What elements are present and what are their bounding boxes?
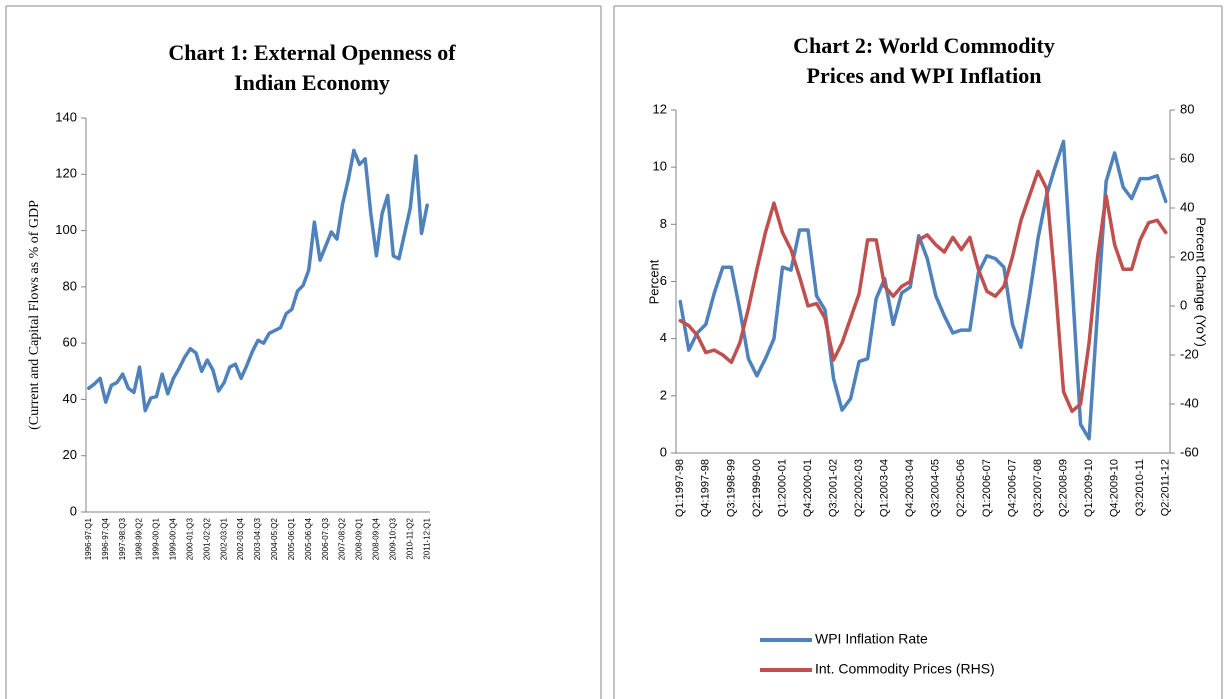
- y-tick-label: 8: [660, 216, 667, 231]
- y-tick-label: 140: [55, 109, 77, 124]
- y-tick-label: 4: [660, 330, 667, 345]
- x-tick-label: 2009-10:Q3: [388, 517, 397, 560]
- legend-label: Int. Commodity Prices (RHS): [815, 661, 995, 677]
- x-tick-label: Q3:2001-02: [827, 459, 839, 517]
- y-tick-label: 10: [653, 159, 667, 174]
- x-tick-label: 2005-06:Q4: [304, 517, 313, 560]
- x-tick-label: Q2:2002-03: [853, 459, 865, 517]
- x-tick-label: Q4:2009-10: [1109, 459, 1121, 517]
- y2-tick-label: 0: [1180, 297, 1187, 312]
- x-tick-label: Q4:1997-98: [700, 459, 712, 517]
- y2-tick-label: 40: [1180, 199, 1194, 214]
- y-tick-label: 6: [660, 273, 667, 288]
- x-tick-label: 2008-09:Q4: [372, 517, 381, 560]
- x-tick-label: 2005-06:Q1: [287, 517, 296, 560]
- y-tick-label: 0: [70, 503, 77, 518]
- x-tick-label: 1996-97:Q1: [84, 517, 93, 560]
- legend-label: WPI Inflation Rate: [815, 631, 928, 647]
- y-tick-label: 12: [653, 101, 667, 116]
- x-tick-label: Q4:2000-01: [802, 459, 814, 517]
- x-tick-label: 2003-04:Q3: [253, 517, 262, 560]
- y2-tick-label: 60: [1180, 150, 1194, 165]
- title-line: Indian Economy: [234, 70, 390, 95]
- y2-tick-label: 20: [1180, 248, 1194, 263]
- x-tick-label: 2002-03:Q1: [219, 517, 228, 560]
- x-tick-label: 2010-11:Q2: [405, 517, 414, 559]
- y2-tick-label: -60: [1180, 444, 1199, 459]
- y2-tick-label: -40: [1180, 395, 1199, 410]
- y-axis-label: (Current and Capital Flows as % of GDP: [27, 200, 42, 430]
- x-tick-label: Q1:2009-10: [1083, 459, 1095, 517]
- x-tick-label: Q2:1999-00: [751, 459, 763, 517]
- x-tick-label: 2000-01:Q3: [185, 517, 194, 560]
- x-tick-label: 1998-99:Q2: [135, 517, 144, 560]
- y-tick-label: 100: [55, 222, 77, 237]
- x-tick-label: 2002-03:Q4: [236, 517, 245, 560]
- x-tick-label: Q1:2000-01: [776, 459, 788, 517]
- data-line: [678, 139, 1168, 441]
- x-tick-label: Q3:2007-08: [1032, 459, 1044, 517]
- x-tick-label: Q3:1998-99: [725, 459, 737, 517]
- x-tick-label: Q3:2010-11: [1134, 459, 1146, 516]
- x-tick-label: 1999-00:Q4: [169, 517, 178, 560]
- x-tick-label: 2004-05:Q2: [270, 517, 279, 560]
- x-tick-label: 2008-09:Q1: [355, 517, 364, 560]
- y-tick-label: 120: [55, 166, 77, 181]
- y2-tick-label: -20: [1180, 346, 1199, 361]
- x-tick-label: Q4:2003-04: [904, 459, 916, 517]
- chart-title: Chart 2: World Commodity Prices and WPI I…: [793, 33, 1055, 88]
- y-tick-label: 60: [63, 335, 77, 350]
- y-tick-label: 40: [63, 391, 77, 406]
- y-tick-label: 2: [660, 387, 667, 402]
- y-axis-label: Percent: [646, 259, 661, 304]
- x-tick-label: Q1:1997-98: [674, 459, 686, 517]
- x-tick-label: Q2:2008-09: [1057, 459, 1069, 517]
- y-tick-label: 0: [660, 444, 667, 459]
- x-tick-label: Q1:2003-04: [879, 459, 891, 517]
- data-line: [87, 148, 429, 413]
- x-tick-label: Q1:2006-07: [981, 459, 993, 517]
- x-tick-label: 2011-12:Q1: [422, 517, 431, 559]
- x-tick-label: Q4:2006-07: [1006, 459, 1018, 517]
- title-line: Prices and WPI Inflation: [807, 63, 1042, 88]
- x-tick-label: 2001-02:Q2: [202, 517, 211, 560]
- y2-axis-label: Percent Change (YoY): [1194, 217, 1209, 347]
- x-tick-label: 2007-08:Q2: [338, 517, 347, 560]
- x-tick-label: 1996-97:Q4: [101, 517, 110, 560]
- x-tick-label: 1997-98:Q3: [118, 517, 127, 560]
- x-tick-label: Q2:2005-06: [955, 459, 967, 517]
- x-tick-label: Q3:2004-05: [930, 459, 942, 517]
- y-tick-label: 20: [63, 447, 77, 462]
- data-line: [678, 169, 1168, 414]
- x-tick-label: 1999-00:Q1: [152, 517, 161, 560]
- title-line: Chart 1: External Openness of: [168, 40, 456, 65]
- y-tick-label: 80: [63, 278, 77, 293]
- chart-title: Chart 1: External Openness of Indian Econ…: [168, 40, 456, 95]
- x-tick-label: Q2:2011-12: [1160, 459, 1172, 516]
- y2-tick-label: 80: [1180, 101, 1194, 116]
- x-tick-label: 2006-07:Q3: [321, 517, 330, 560]
- title-line: Chart 2: World Commodity: [793, 33, 1055, 58]
